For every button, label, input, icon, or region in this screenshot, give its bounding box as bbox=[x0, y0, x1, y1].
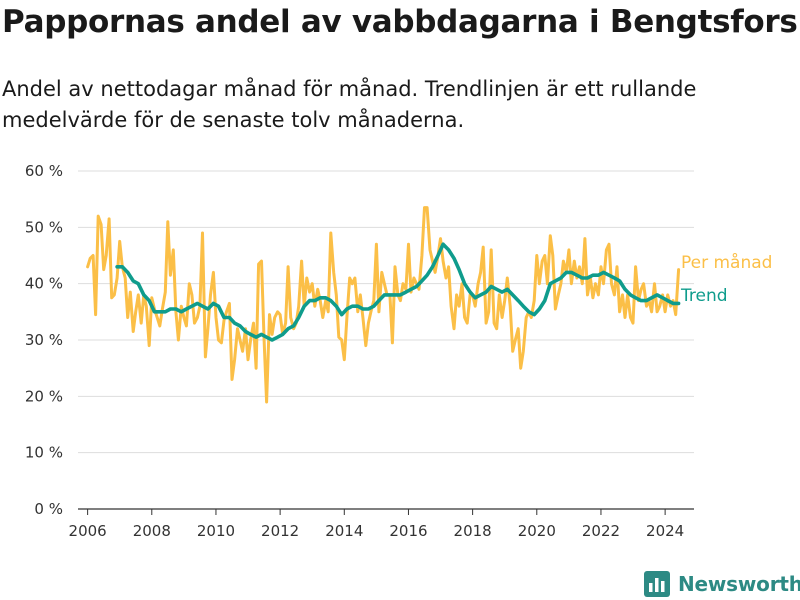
gridlines bbox=[78, 170, 694, 454]
series-line-trend bbox=[115, 242, 681, 342]
x-tick-label: 2010 bbox=[197, 522, 235, 540]
series-lines bbox=[86, 206, 681, 404]
x-tick-label: 2022 bbox=[582, 522, 620, 540]
legend: Per månad Trend bbox=[680, 252, 772, 306]
brand-name: Newsworthy bbox=[678, 572, 800, 596]
x-tick-label: 2006 bbox=[69, 522, 107, 540]
y-tick-label: 10 % bbox=[25, 444, 63, 462]
newsworthy-logo: Newsworthy bbox=[644, 569, 800, 599]
y-tick-label: 0 % bbox=[34, 500, 63, 518]
chart-title: Pappornas andel av vabbdagarna i Bengtsf… bbox=[2, 4, 798, 40]
x-tick-label: 2012 bbox=[261, 522, 299, 540]
x-axis: 2006 2008 2010 2012 2014 2016 2018 2020 2022 2024 bbox=[69, 508, 694, 540]
x-tick-label: 2024 bbox=[646, 522, 684, 540]
x-tick-label: 2008 bbox=[133, 522, 171, 540]
y-tick-label: 60 % bbox=[25, 162, 63, 180]
chart-subtitle: Andel av nettodagar månad för månad. Tre… bbox=[2, 77, 697, 132]
legend-label-per-manad: Per månad bbox=[681, 252, 772, 273]
series-line-per-manad bbox=[86, 206, 681, 404]
x-tick-label: 2016 bbox=[389, 522, 427, 540]
y-tick-label: 50 % bbox=[25, 218, 63, 236]
y-tick-label: 30 % bbox=[25, 331, 63, 349]
y-tick-label: 20 % bbox=[25, 387, 63, 405]
bar-chart-logo-icon bbox=[644, 571, 670, 597]
y-axis-ticks: 0 % 10 % 20 % 30 % 40 % 50 % 60 % bbox=[25, 162, 63, 518]
x-tick-label: 2014 bbox=[325, 522, 363, 540]
x-tick-label: 2020 bbox=[518, 522, 556, 540]
legend-label-trend: Trend bbox=[680, 286, 728, 306]
x-tick-label: 2018 bbox=[454, 522, 492, 540]
y-tick-label: 40 % bbox=[25, 275, 63, 293]
